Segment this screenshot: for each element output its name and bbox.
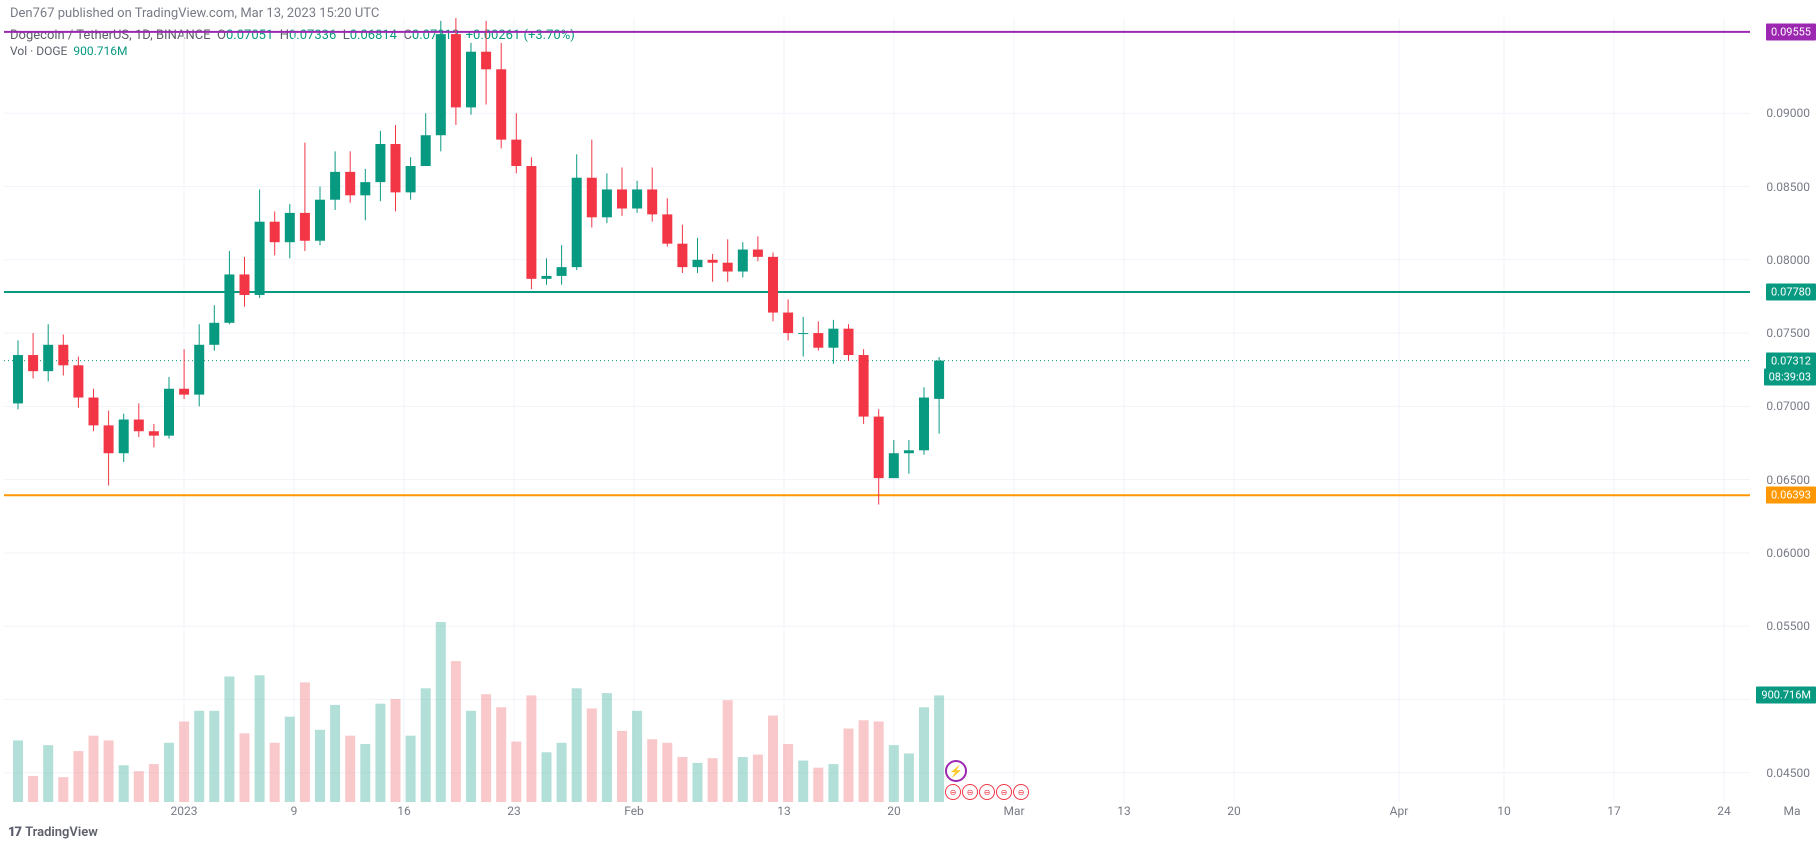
time-tick: Mar bbox=[1003, 804, 1024, 818]
tv-logo-icon: 17 bbox=[8, 825, 21, 840]
time-tick: 13 bbox=[777, 804, 791, 818]
time-tick: 20 bbox=[887, 804, 901, 818]
time-tick: 10 bbox=[1497, 804, 1511, 818]
price-tick: 0.08500 bbox=[1766, 180, 1810, 194]
time-tick: Feb bbox=[624, 804, 644, 818]
price-tick: 0.07000 bbox=[1766, 399, 1810, 413]
chart-canvas[interactable] bbox=[4, 18, 1750, 802]
time-tick: 20 bbox=[1227, 804, 1241, 818]
price-tick: 0.06500 bbox=[1766, 473, 1810, 487]
time-tick: 9 bbox=[291, 804, 298, 818]
event-badges[interactable]: ⊖⊖⊖⊖⊖ bbox=[945, 784, 1029, 800]
current-price-label[interactable]: 0.07312 bbox=[1766, 352, 1816, 369]
price-tick: 0.06000 bbox=[1766, 546, 1810, 560]
time-tick: Apr bbox=[1390, 804, 1409, 818]
time-tick: 2023 bbox=[171, 804, 198, 818]
hline-price-label[interactable]: 0.09555 bbox=[1766, 23, 1816, 40]
lightning-icon[interactable]: ⚡ bbox=[945, 760, 967, 782]
price-axis[interactable]: 0.09000 0.08500 0.08000 0.07500 0.07000 0.065… bbox=[1750, 18, 1816, 802]
hline-price-label[interactable]: 0.06393 bbox=[1766, 487, 1816, 504]
countdown-label: 08:39:03 bbox=[1764, 368, 1816, 385]
time-tick: 24 bbox=[1717, 804, 1731, 818]
hline-price-label[interactable]: 0.07780 bbox=[1766, 284, 1816, 301]
time-axis[interactable]: 202391623Feb1320Mar1320Apr101724Ma bbox=[4, 804, 1750, 824]
price-tick: 0.05500 bbox=[1766, 619, 1810, 633]
price-tick: 0.07500 bbox=[1766, 326, 1810, 340]
price-tick: 0.09000 bbox=[1766, 106, 1810, 120]
time-tick: 13 bbox=[1117, 804, 1131, 818]
time-tick: 16 bbox=[397, 804, 411, 818]
price-tick: 0.08000 bbox=[1766, 253, 1810, 267]
tradingview-watermark: 17TradingView bbox=[8, 825, 98, 840]
volume-axis-label: 900.716M bbox=[1756, 687, 1816, 704]
time-tick: 23 bbox=[507, 804, 521, 818]
time-tick: Ma bbox=[1783, 804, 1800, 818]
time-tick: 17 bbox=[1607, 804, 1621, 818]
price-tick: 0.04500 bbox=[1766, 766, 1810, 780]
